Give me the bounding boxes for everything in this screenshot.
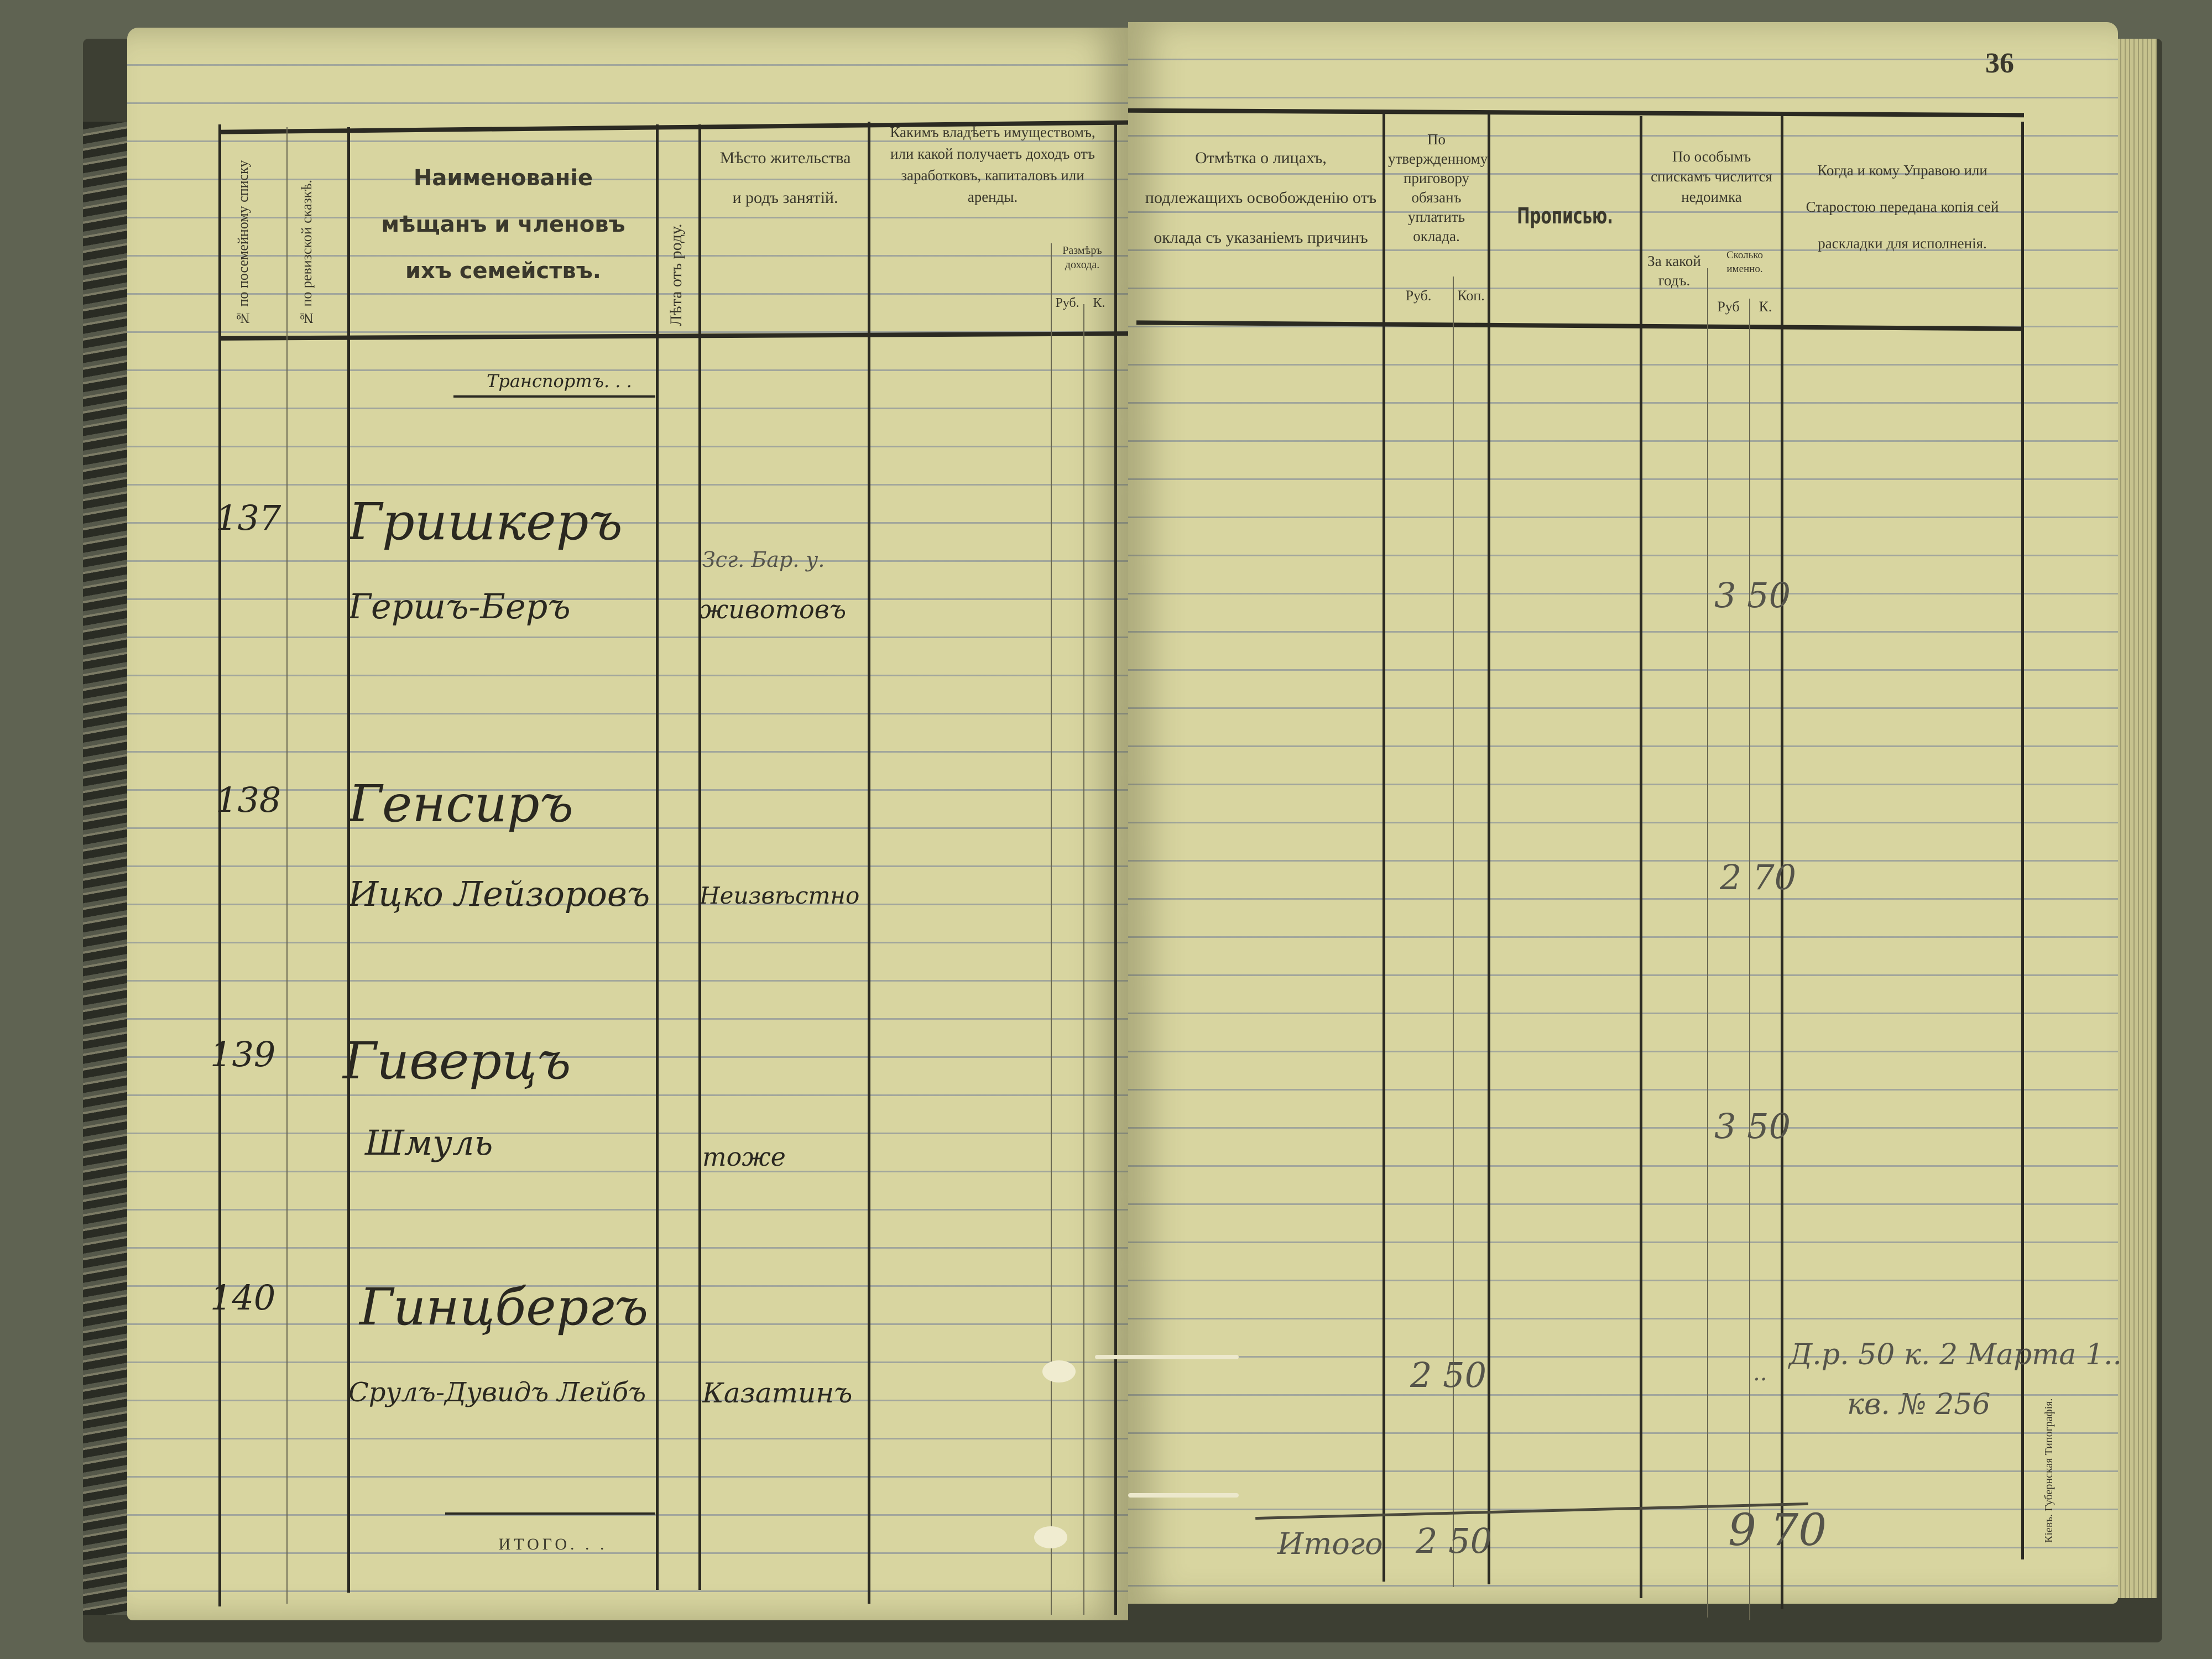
page-number: 36 [1985, 48, 2014, 79]
entry-surname: Гиверцъ [343, 1031, 571, 1091]
transport-underline [453, 395, 655, 398]
total-arrears: 9 70 [1728, 1504, 1827, 1556]
binding-string [1095, 1355, 1239, 1359]
delivery-note-receipt: кв. № 256 [1847, 1388, 1991, 1421]
total-assessed: 2 50 [1416, 1521, 1493, 1561]
entry-given-name: Шмуль [365, 1123, 493, 1163]
header-assessed-kop: Коп. [1457, 288, 1485, 304]
entry-number: 137 [216, 498, 281, 538]
entry-surname: Генсиръ [348, 774, 573, 833]
entry-given-name: Гершъ-Беръ [348, 586, 571, 627]
entry-number: 140 [210, 1277, 276, 1318]
header-income-size: Размѣръ дохода. [1062, 244, 1102, 271]
entry-given-name: Ицко Лейзоровъ [348, 874, 650, 914]
entry-surname: Гинцбергъ [359, 1277, 649, 1337]
binding-hole [1042, 1360, 1076, 1383]
entry-surname: Гришкеръ [348, 492, 623, 551]
binding-hole [1034, 1526, 1067, 1548]
arrears-amount: 3 50 [1714, 575, 1791, 615]
right-page: 36 Отмѣтка о лицахъ, подлежащихъ освобож… [1095, 22, 2122, 1620]
right-total-label: Итого [1277, 1526, 1383, 1561]
entry-number: 139 [210, 1034, 276, 1074]
header-age: Лѣта отъ роду. [667, 223, 685, 326]
header-income-rub: Руб. [1055, 296, 1079, 310]
entry-number: 138 [216, 780, 281, 820]
total-rule [1255, 1502, 1808, 1520]
assessed-amount: 2 50 [1410, 1355, 1487, 1395]
left-page: № по посемейному списку № по ревизской с… [127, 28, 1248, 1620]
delivery-note: Д.р. 50 к. 2 Марта 1.. [1789, 1338, 2122, 1371]
header-residence: Мѣсто жительства и родъ занятій. [719, 149, 851, 207]
arrears-amount: 3 50 [1714, 1106, 1791, 1146]
entry-residence: Казатинъ [702, 1377, 853, 1409]
entry-residence: Неизвѣстно [700, 882, 860, 909]
left-total-label: ИТОГО. . . [498, 1535, 608, 1553]
header-in-words: Прописью. [1517, 204, 1613, 229]
header-arrears-rub: Руб [1717, 299, 1740, 315]
header-assessed-amount: По утвержденному приговору обязанъ уплат… [1388, 131, 1488, 245]
printer-imprint: Кіевъ. Губернская Типографія. [2043, 1398, 2055, 1543]
entry-given-name: Срулъ-Дувидъ Лейбъ [348, 1377, 646, 1408]
header-property-income: Какимъ владѣетъ имуществомъ, или какой п… [890, 124, 1095, 206]
total-overline [445, 1512, 655, 1515]
header-income-kop: К. [1093, 296, 1105, 310]
entry-residence: тоже [702, 1142, 786, 1172]
header-arrears-year: За какой годъ. [1647, 253, 1701, 289]
arrears-mark: .. [1753, 1360, 1767, 1386]
header-exemption-notes: Отмѣтка о лицахъ, подлежащихъ освобожден… [1145, 149, 1377, 247]
header-family-list-number: № по посемейному списку [235, 160, 251, 326]
entry-residence: животовъ [700, 594, 847, 624]
header-arrears-kop: К. [1759, 299, 1772, 315]
header-delivery: Когда и кому Управою или Старостою перед… [1806, 162, 1999, 252]
header-arrears: По особымъ спискамъ числится недоимка [1651, 148, 1772, 205]
header-arrears-amount: Сколько именно. [1726, 249, 1764, 275]
transport-label: Транспортъ. . . [487, 371, 632, 392]
header-names: Наименованіе мѣщанъ и членовъ ихъ семейс… [381, 165, 625, 284]
header-assessed-rub: Руб. [1405, 288, 1432, 304]
header-revision-number: № по ревизской сказкѣ. [299, 179, 315, 326]
arrears-amount: 2 70 [1720, 857, 1797, 898]
entry-residence-note: Зсг. Бар. у. [702, 547, 825, 572]
binding-string [1128, 1493, 1239, 1498]
